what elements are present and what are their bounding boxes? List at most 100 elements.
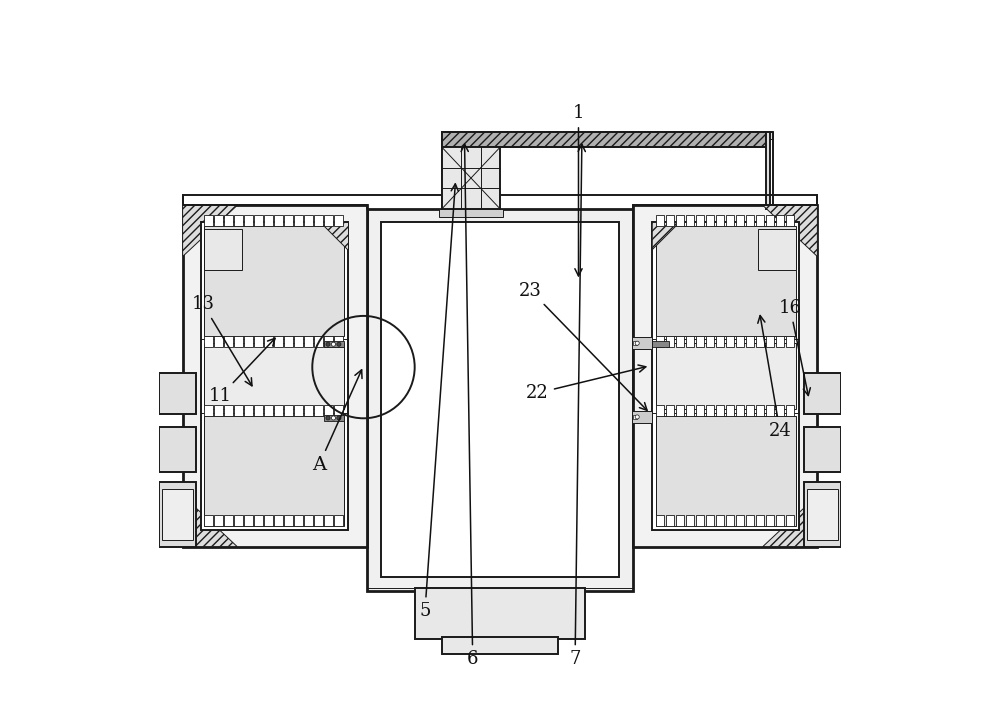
Bar <box>746 215 754 226</box>
Bar <box>804 482 841 547</box>
Bar <box>656 416 796 526</box>
Bar <box>234 405 243 416</box>
Bar <box>264 405 273 416</box>
Bar <box>442 147 500 209</box>
Bar <box>324 405 333 416</box>
Circle shape <box>326 342 330 346</box>
Bar <box>656 515 664 526</box>
Bar <box>736 215 744 226</box>
Text: 1: 1 <box>573 105 584 276</box>
Bar <box>264 515 273 526</box>
Bar <box>284 405 293 416</box>
Bar <box>716 215 724 226</box>
Bar <box>254 215 263 226</box>
Bar <box>656 336 664 347</box>
Bar <box>381 223 619 577</box>
Bar <box>756 336 764 347</box>
Bar <box>633 415 637 419</box>
Circle shape <box>635 415 639 419</box>
Text: 6: 6 <box>461 144 478 668</box>
Bar <box>244 215 253 226</box>
Bar <box>304 215 313 226</box>
Bar <box>274 515 283 526</box>
Bar <box>224 515 233 526</box>
Bar <box>314 215 323 226</box>
Bar <box>294 215 303 226</box>
Bar <box>284 336 293 347</box>
Bar <box>686 215 694 226</box>
Bar <box>656 215 664 226</box>
Bar <box>214 215 223 226</box>
Bar <box>633 341 637 346</box>
Bar <box>234 515 243 526</box>
Bar <box>367 209 633 591</box>
Text: 11: 11 <box>209 338 275 405</box>
Text: 13: 13 <box>192 295 252 386</box>
Bar <box>224 405 233 416</box>
Bar <box>686 515 694 526</box>
Bar <box>224 215 233 226</box>
Bar <box>756 215 764 226</box>
Bar <box>686 405 694 416</box>
Bar <box>294 336 303 347</box>
Text: 5: 5 <box>419 184 458 621</box>
Circle shape <box>635 341 639 346</box>
Bar <box>649 341 669 347</box>
Bar <box>696 336 704 347</box>
Bar <box>706 215 714 226</box>
Bar <box>696 515 704 526</box>
Bar <box>632 337 652 349</box>
Bar <box>314 336 323 347</box>
Bar <box>766 515 774 526</box>
Bar <box>324 215 333 226</box>
Bar <box>314 515 323 526</box>
Bar <box>746 515 754 526</box>
Bar <box>726 515 734 526</box>
Bar <box>159 427 196 471</box>
Text: 22: 22 <box>526 365 646 402</box>
Bar <box>334 336 343 347</box>
Text: 24: 24 <box>758 316 791 439</box>
Bar <box>804 373 841 414</box>
Bar <box>334 215 343 226</box>
Bar <box>652 223 799 530</box>
Bar <box>334 515 343 526</box>
Bar <box>304 405 313 416</box>
Bar <box>439 209 503 217</box>
Bar <box>786 405 794 416</box>
Bar <box>758 229 796 270</box>
Text: A: A <box>312 370 362 474</box>
Circle shape <box>337 342 341 346</box>
Bar <box>746 405 754 416</box>
Bar <box>274 405 283 416</box>
Bar <box>224 336 233 347</box>
Polygon shape <box>183 205 237 257</box>
Circle shape <box>337 416 341 420</box>
Bar <box>696 215 704 226</box>
Bar <box>706 405 714 416</box>
Bar <box>294 405 303 416</box>
Bar <box>324 415 344 421</box>
Bar <box>766 132 770 209</box>
Bar <box>324 336 333 347</box>
Bar <box>162 488 193 540</box>
Bar <box>324 341 344 347</box>
Bar <box>204 405 213 416</box>
Bar <box>159 373 196 414</box>
Bar <box>324 515 333 526</box>
Bar <box>183 205 367 547</box>
Bar <box>294 515 303 526</box>
Bar <box>786 515 794 526</box>
Bar <box>254 405 263 416</box>
Polygon shape <box>763 496 817 547</box>
Bar <box>726 336 734 347</box>
Bar <box>633 205 817 547</box>
Bar <box>676 515 684 526</box>
Bar <box>284 215 293 226</box>
Bar <box>204 343 344 410</box>
Polygon shape <box>320 223 348 250</box>
Bar <box>244 515 253 526</box>
Text: 7: 7 <box>569 144 585 668</box>
Bar <box>686 336 694 347</box>
Bar <box>746 336 754 347</box>
